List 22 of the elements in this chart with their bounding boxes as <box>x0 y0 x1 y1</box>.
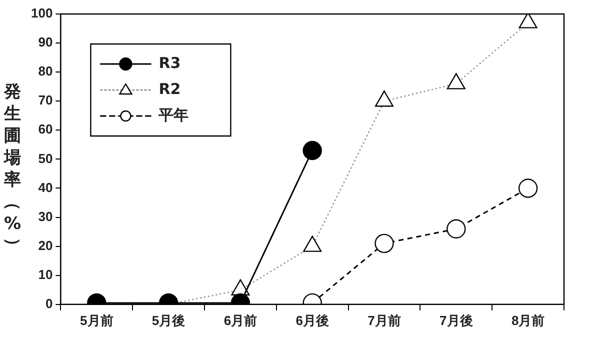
y-tick-label: 80 <box>38 64 53 79</box>
legend-label: R3 <box>158 54 181 72</box>
y-tick-label: 60 <box>38 122 53 137</box>
x-tick-label: 5月後 <box>152 312 186 328</box>
y-tick-label: 0 <box>45 296 53 311</box>
x-tick-label: 6月前 <box>224 312 258 328</box>
y-tick-label: 70 <box>38 92 53 108</box>
y-axis-title: 発生圃場率（%） <box>2 81 24 254</box>
y-tick-label: 40 <box>38 180 53 195</box>
y-tick-label: 90 <box>38 34 53 50</box>
y-tick-label: 30 <box>38 208 53 224</box>
y-tick-label: 10 <box>38 266 53 282</box>
legend-label: 平年 <box>158 106 189 124</box>
y-tick-label: 100 <box>30 6 53 21</box>
x-tick-label: 7月前 <box>368 312 401 328</box>
y-tick-label: 20 <box>38 238 53 253</box>
legend-label: R2 <box>158 80 181 98</box>
y-tick-label: 50 <box>38 150 53 166</box>
x-tick-label: 7月後 <box>440 312 473 328</box>
x-tick-label: 8月前 <box>511 312 545 328</box>
x-tick-label: 5月前 <box>80 312 114 328</box>
x-tick-label: 6月後 <box>296 312 329 328</box>
